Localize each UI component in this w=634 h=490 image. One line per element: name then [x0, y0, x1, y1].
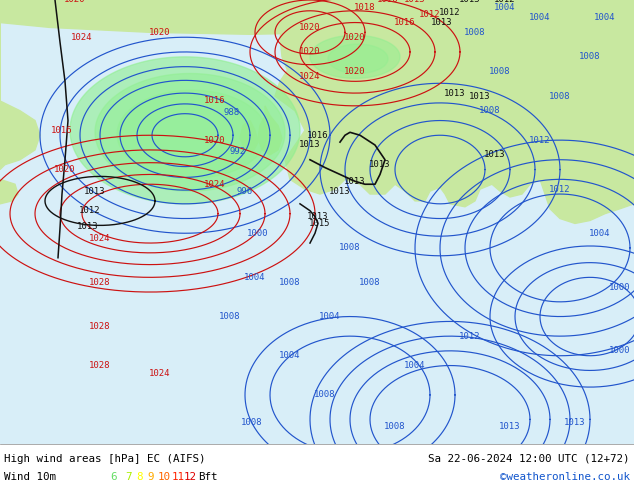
Text: 1008: 1008 [339, 244, 361, 252]
Text: 1020: 1020 [55, 165, 75, 174]
Text: 1008: 1008 [359, 278, 381, 287]
Text: 1008: 1008 [384, 422, 406, 431]
Text: 1013: 1013 [307, 212, 329, 221]
Polygon shape [95, 74, 285, 191]
Polygon shape [280, 0, 355, 86]
Text: 8: 8 [136, 472, 143, 482]
Polygon shape [117, 90, 267, 178]
Text: 1013: 1013 [469, 92, 491, 100]
Text: 1016: 1016 [377, 0, 399, 4]
Text: 1013: 1013 [84, 187, 106, 196]
Text: 1013: 1013 [431, 18, 453, 27]
Text: 1013: 1013 [369, 160, 391, 169]
Text: 1016: 1016 [51, 126, 73, 135]
Text: 1020: 1020 [344, 33, 366, 42]
Text: 1000: 1000 [609, 283, 631, 292]
Text: 1024: 1024 [299, 72, 321, 81]
Text: 1028: 1028 [89, 361, 111, 370]
Text: 1004: 1004 [594, 13, 616, 22]
Text: 1013: 1013 [404, 0, 426, 4]
Text: 1004: 1004 [320, 312, 340, 321]
Text: Wind 10m: Wind 10m [4, 472, 56, 482]
Text: 1016: 1016 [394, 18, 416, 27]
Text: 1028: 1028 [89, 278, 111, 287]
Text: 1012: 1012 [529, 136, 551, 145]
Text: 1008: 1008 [219, 312, 241, 321]
Polygon shape [0, 0, 634, 34]
Polygon shape [70, 57, 300, 204]
Text: 1020: 1020 [204, 136, 226, 145]
Text: 1004: 1004 [589, 229, 611, 238]
Polygon shape [375, 0, 450, 135]
Text: 1004: 1004 [495, 3, 515, 12]
Text: 1024: 1024 [71, 33, 93, 42]
Text: 1004: 1004 [244, 273, 266, 282]
Text: 1004: 1004 [279, 351, 301, 360]
Text: 1018: 1018 [354, 3, 376, 12]
Text: 10: 10 [158, 472, 171, 482]
Text: 1013: 1013 [329, 187, 351, 196]
Text: 1020: 1020 [64, 0, 86, 4]
Text: 1008: 1008 [279, 278, 301, 287]
Polygon shape [540, 165, 634, 223]
Text: ©weatheronline.co.uk: ©weatheronline.co.uk [500, 472, 630, 482]
Text: 6: 6 [110, 472, 117, 482]
Text: 1012: 1012 [459, 332, 481, 341]
Text: 1008: 1008 [479, 106, 501, 115]
Text: 1012: 1012 [549, 185, 571, 194]
Polygon shape [310, 35, 400, 78]
Polygon shape [0, 179, 18, 204]
Text: 1004: 1004 [404, 361, 426, 370]
Polygon shape [275, 0, 634, 207]
Text: 1008: 1008 [489, 67, 511, 76]
Text: 1013: 1013 [344, 177, 366, 186]
Text: 1020: 1020 [149, 28, 171, 37]
Text: Sa 22-06-2024 12:00 UTC (12+72): Sa 22-06-2024 12:00 UTC (12+72) [429, 454, 630, 464]
Polygon shape [0, 0, 40, 170]
Polygon shape [258, 106, 282, 155]
Polygon shape [328, 44, 388, 74]
Text: 1013: 1013 [459, 0, 481, 4]
Text: High wind areas [hPa] EC (AIFS): High wind areas [hPa] EC (AIFS) [4, 454, 205, 464]
Text: 1028: 1028 [89, 322, 111, 331]
Text: 1008: 1008 [579, 52, 601, 61]
Text: 992: 992 [230, 147, 246, 156]
Text: 1020: 1020 [344, 67, 366, 76]
Text: 1013: 1013 [444, 89, 466, 98]
Text: 1024: 1024 [204, 180, 226, 189]
Text: 1016: 1016 [204, 97, 226, 105]
Text: 1000: 1000 [609, 346, 631, 355]
Text: 1020: 1020 [299, 23, 321, 32]
Text: 1012: 1012 [79, 206, 101, 215]
Text: 9: 9 [147, 472, 153, 482]
Text: 1013: 1013 [484, 150, 506, 159]
Text: 1008: 1008 [464, 28, 486, 37]
Text: 996: 996 [237, 187, 253, 196]
Text: 1013: 1013 [77, 222, 99, 231]
Text: 1012: 1012 [495, 0, 515, 4]
Text: 1020: 1020 [299, 48, 321, 56]
Text: 1012: 1012 [419, 10, 441, 19]
Text: 7: 7 [125, 472, 131, 482]
Text: 1004: 1004 [529, 13, 551, 22]
Text: 11: 11 [172, 472, 185, 482]
Text: 1008: 1008 [242, 418, 262, 427]
Text: Bft: Bft [198, 472, 217, 482]
Text: 1015: 1015 [309, 219, 331, 228]
Text: 1000: 1000 [247, 229, 269, 238]
Text: 1016: 1016 [307, 131, 329, 140]
Text: 988: 988 [224, 108, 240, 117]
Text: 12: 12 [184, 472, 197, 482]
Text: 1008: 1008 [314, 391, 336, 399]
Text: 1013: 1013 [299, 140, 321, 148]
Text: 1024: 1024 [89, 234, 111, 243]
Text: 1024: 1024 [149, 369, 171, 378]
Text: 1013: 1013 [564, 418, 586, 427]
Text: 1012: 1012 [439, 8, 461, 17]
Text: 1008: 1008 [549, 92, 571, 100]
Polygon shape [240, 121, 258, 152]
Text: 1013: 1013 [499, 422, 521, 431]
